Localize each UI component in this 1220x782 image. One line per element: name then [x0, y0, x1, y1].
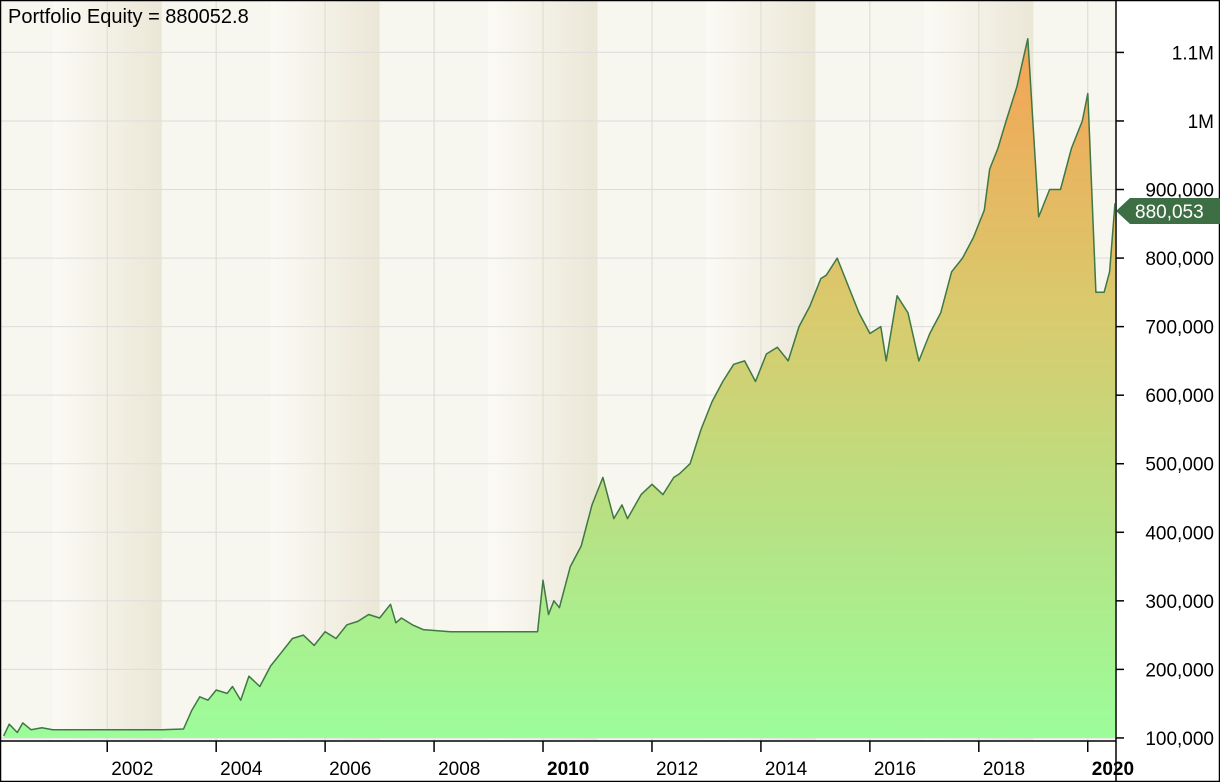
- y-tick-label: 900,000: [1145, 181, 1214, 202]
- x-tick-label: 2010: [547, 759, 589, 780]
- y-tick-label: 100,000: [1145, 729, 1214, 750]
- x-tick-label: 2012: [656, 759, 698, 780]
- y-tick-label: 200,000: [1145, 660, 1214, 681]
- x-tick-label: 2004: [220, 759, 263, 780]
- y-tick-label: 800,000: [1145, 249, 1214, 270]
- y-tick-label: 300,000: [1145, 592, 1214, 613]
- current-value-tag: 880,053: [1116, 198, 1220, 224]
- equity-area: [3, 38, 1115, 738]
- x-tick-label: 2008: [438, 759, 480, 780]
- x-tick-label: 2002: [111, 759, 153, 780]
- current-value-label: 880,053: [1135, 202, 1204, 223]
- y-tick-label: 600,000: [1145, 386, 1214, 407]
- x-tick-label: 2018: [983, 759, 1025, 780]
- equity-line: [3, 37, 1115, 737]
- y-tick-label: 700,000: [1145, 318, 1214, 339]
- y-tick-label: 1.1M: [1172, 43, 1214, 64]
- x-tick-label: 2016: [874, 759, 916, 780]
- x-tick-label: 2014: [765, 759, 808, 780]
- x-tick-label: 2006: [329, 759, 371, 780]
- x-tick-label: 2020: [1092, 759, 1134, 780]
- y-tick-label: 1M: [1188, 112, 1214, 133]
- y-tick-label: 400,000: [1145, 523, 1214, 544]
- y-tick-label: 500,000: [1145, 455, 1214, 476]
- chart-title: Portfolio Equity = 880052.8: [8, 6, 249, 28]
